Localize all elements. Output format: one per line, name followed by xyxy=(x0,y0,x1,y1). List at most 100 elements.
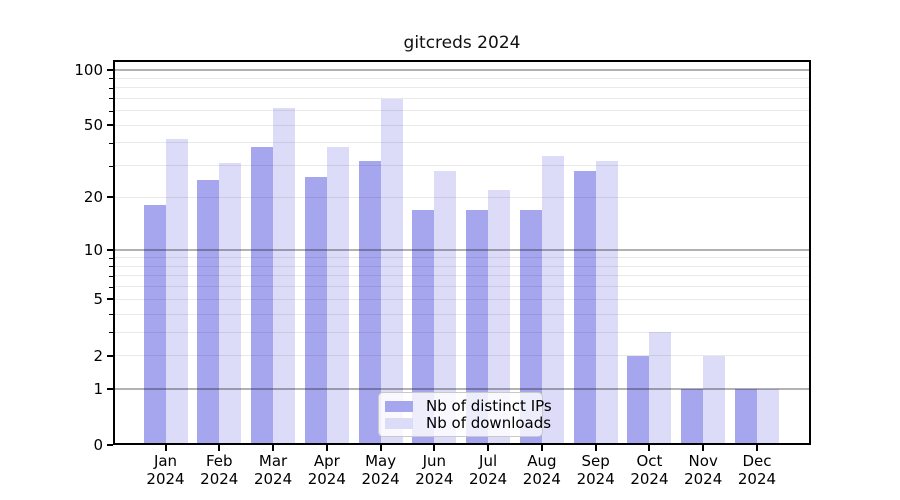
y-tick-label: 10 xyxy=(83,240,103,259)
x-tick-label-oct: Oct 2024 xyxy=(617,452,681,488)
x-tick-mark xyxy=(487,445,490,451)
gridline-major xyxy=(113,387,811,390)
x-tick-mark xyxy=(379,445,382,451)
x-tick-mark xyxy=(702,445,705,451)
x-tick-month: Dec xyxy=(742,452,772,470)
bar-distinct-ips-mar xyxy=(251,146,274,445)
gridline-minor xyxy=(113,77,811,79)
legend-swatch-distinct-ips xyxy=(385,401,413,412)
x-tick-year: 2024 xyxy=(684,470,723,488)
chart-title: gitcreds 2024 xyxy=(403,33,521,53)
y-tick-label: 1 xyxy=(93,379,103,398)
bar-distinct-ips-oct xyxy=(627,355,650,445)
bar-distinct-ips-jul xyxy=(466,209,489,445)
bar-downloads-jun xyxy=(434,171,457,445)
x-tick-year: 2024 xyxy=(576,470,615,488)
x-tick-mark xyxy=(433,445,436,451)
gridline-minor xyxy=(113,355,811,357)
gridline-minor xyxy=(113,87,811,88)
bar-downloads-apr xyxy=(326,146,349,445)
legend-item-distinct-ips: Nb of distinct IPs xyxy=(385,398,552,415)
gridline-minor xyxy=(113,298,811,300)
plot-area xyxy=(113,60,811,445)
gridline-minor xyxy=(113,124,811,126)
legend-label-downloads: Nb of downloads xyxy=(426,414,552,432)
bar-distinct-ips-aug xyxy=(519,209,542,445)
x-tick-label-aug: Aug 2024 xyxy=(510,452,574,488)
x-tick-year: 2024 xyxy=(737,470,777,488)
x-tick-year: 2024 xyxy=(361,470,400,488)
x-tick-mark xyxy=(218,445,221,451)
y-tick-label: 0 xyxy=(93,436,103,454)
bar-downloads-jan xyxy=(165,139,188,445)
bar-distinct-ips-nov xyxy=(681,388,704,445)
x-tick-month: Jan xyxy=(153,452,178,470)
x-tick-year: 2024 xyxy=(630,470,669,488)
gridline-minor xyxy=(113,110,811,112)
bar-distinct-ips-dec xyxy=(734,388,757,445)
x-tick-label-jan: Jan 2024 xyxy=(134,452,198,488)
y-tick-label: 20 xyxy=(83,188,103,207)
bar-distinct-ips-may xyxy=(358,160,381,445)
y-tick-label: 5 xyxy=(93,290,103,309)
gridline-major xyxy=(113,248,811,251)
x-tick-label-nov: Nov 2024 xyxy=(671,452,735,488)
x-tick-month: Oct xyxy=(636,452,663,470)
x-tick-mark xyxy=(755,445,758,451)
bar-downloads-feb xyxy=(219,163,242,445)
x-tick-month: Apr xyxy=(313,452,340,470)
bar-distinct-ips-jan xyxy=(143,205,166,445)
bar-distinct-ips-apr xyxy=(304,176,327,445)
x-tick-year: 2024 xyxy=(146,470,185,488)
bar-downloads-sep xyxy=(595,160,618,445)
gridline-minor xyxy=(113,275,811,277)
bar-distinct-ips-feb xyxy=(197,179,220,445)
x-tick-month: May xyxy=(365,452,397,470)
gridline-major xyxy=(113,68,811,71)
x-tick-month: Feb xyxy=(205,452,233,470)
gridline-minor xyxy=(113,265,811,267)
x-tick-month: Nov xyxy=(688,452,718,470)
gridline-minor xyxy=(113,313,811,315)
bar-downloads-mar xyxy=(273,107,296,445)
x-tick-label-feb: Feb 2024 xyxy=(187,452,251,488)
bar-distinct-ips-sep xyxy=(573,171,596,445)
x-tick-year: 2024 xyxy=(415,470,454,488)
gridline-minor xyxy=(113,196,811,198)
x-tick-label-dec: Dec 2024 xyxy=(725,452,789,488)
x-tick-label-jun: Jun 2024 xyxy=(402,452,466,488)
x-tick-mark xyxy=(594,445,597,451)
bar-downloads-jul xyxy=(488,189,511,445)
x-tick-year: 2024 xyxy=(469,470,508,488)
x-tick-mark xyxy=(272,445,275,451)
x-tick-year: 2024 xyxy=(307,470,346,488)
gridline-minor xyxy=(113,97,811,99)
x-tick-month: Sep xyxy=(581,452,610,470)
gridline-minor xyxy=(113,142,811,144)
bar-downloads-oct xyxy=(649,332,672,445)
x-tick-year: 2024 xyxy=(253,470,293,488)
gridline-minor xyxy=(113,165,811,167)
gridline-minor xyxy=(113,331,811,333)
bar-downloads-aug xyxy=(541,155,564,445)
y-tick-label: 50 xyxy=(83,116,103,135)
bar-downloads-dec xyxy=(756,388,779,445)
y-tick-label: 2 xyxy=(93,346,103,365)
x-tick-mark xyxy=(540,445,543,451)
x-tick-mark xyxy=(325,445,328,451)
x-tick-year: 2024 xyxy=(522,470,561,488)
x-tick-label-mar: Mar 2024 xyxy=(241,452,305,488)
x-tick-month: Aug xyxy=(527,452,557,470)
gridline-minor xyxy=(113,257,811,259)
x-tick-label-jul: Jul 2024 xyxy=(456,452,520,488)
legend-swatch-downloads xyxy=(385,418,413,429)
x-tick-label-apr: Apr 2024 xyxy=(295,452,359,488)
x-tick-mark xyxy=(648,445,651,451)
bar-distinct-ips-jun xyxy=(412,209,435,445)
x-tick-month: Mar xyxy=(258,452,288,470)
bar-downloads-may xyxy=(380,99,403,445)
bar-downloads-nov xyxy=(703,355,726,445)
x-tick-label-sep: Sep 2024 xyxy=(564,452,628,488)
x-tick-mark xyxy=(164,445,167,451)
